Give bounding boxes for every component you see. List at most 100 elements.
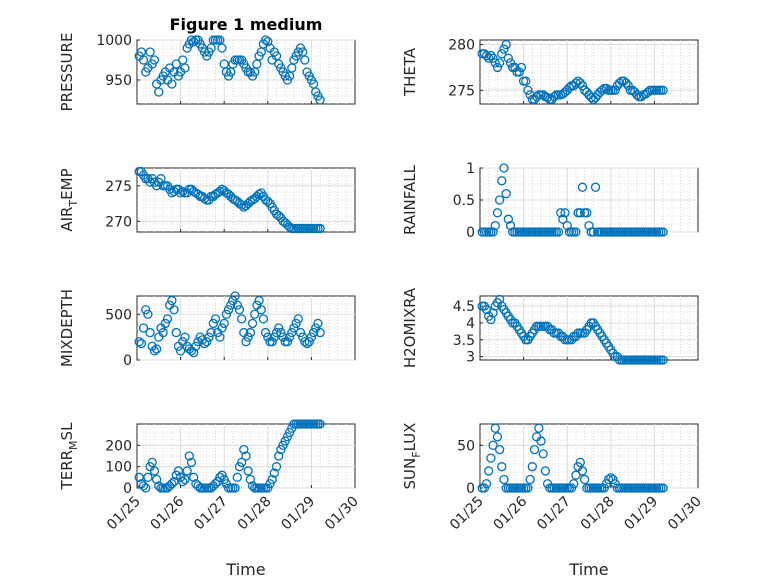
data-point	[313, 318, 323, 329]
data-point	[282, 337, 293, 347]
y-tick-label: 4.5	[453, 299, 475, 315]
data-point	[145, 47, 155, 57]
data-point	[138, 323, 149, 333]
y-tick-label: 500	[105, 307, 132, 323]
data-point	[284, 332, 295, 342]
data-point	[236, 457, 247, 468]
y-tick-label: 0	[123, 353, 132, 369]
data-point	[590, 182, 601, 192]
data-point	[147, 457, 157, 468]
data-point	[501, 39, 511, 50]
data-point	[582, 208, 592, 218]
y-tick-label: 3	[466, 350, 475, 366]
data-point	[499, 44, 509, 54]
data-point	[569, 479, 579, 489]
data-point	[247, 481, 258, 491]
data-point	[501, 188, 511, 199]
x-axis-label: Time	[568, 560, 608, 579]
data-point	[199, 193, 210, 204]
data-point	[603, 474, 614, 485]
data-point	[577, 182, 588, 192]
y-tick-label: 275	[448, 83, 475, 99]
data-point	[199, 338, 210, 349]
data-point	[180, 474, 190, 485]
data-point	[175, 188, 186, 198]
subplot-mixdepth: 0 500 MIXDEPTH	[58, 289, 356, 369]
data-point	[271, 462, 282, 472]
y-tick-label: 1000	[96, 33, 132, 49]
data-point	[260, 35, 271, 45]
data-point	[532, 92, 542, 102]
y-axis-label: TERRMSL	[58, 422, 80, 491]
data-point	[167, 295, 177, 306]
x-tick-label: 01/28	[578, 494, 618, 534]
data-point	[263, 36, 273, 47]
data-point	[490, 423, 500, 433]
data-point	[481, 479, 492, 489]
data-point	[553, 227, 564, 237]
data-point	[158, 327, 168, 338]
data-point	[230, 483, 240, 493]
data-point	[575, 208, 585, 218]
data-point	[210, 479, 221, 489]
y-axis-label: MIXDEPTH	[58, 289, 76, 367]
data-point	[536, 436, 546, 446]
data-point	[269, 468, 279, 478]
x-tick-label: 01/29	[278, 494, 318, 534]
data-point	[271, 327, 282, 338]
data-point	[221, 309, 232, 319]
data-point	[494, 58, 505, 68]
data-point	[258, 314, 269, 324]
data-point	[302, 338, 312, 349]
data-point	[143, 309, 153, 319]
data-point	[523, 85, 533, 95]
x-tick-label: 01/30	[665, 494, 705, 534]
y-tick-label: 50	[457, 438, 475, 454]
y-tick-label: 3.5	[453, 333, 475, 349]
data-point	[162, 314, 173, 324]
y-tick-label: 280	[448, 38, 475, 54]
data-point	[154, 87, 164, 97]
y-tick-label: 200	[105, 438, 132, 454]
data-point	[497, 49, 507, 59]
x-tick-label: 01/25	[104, 494, 144, 534]
x-tick-label: 01/27	[191, 494, 231, 534]
y-axis-label: THETA	[401, 47, 419, 97]
x-tick-label: 01/26	[148, 493, 188, 533]
series-terr-msl	[134, 419, 325, 493]
data-point	[492, 62, 503, 73]
data-point	[606, 473, 616, 483]
data-point	[284, 222, 295, 232]
data-point	[151, 344, 162, 354]
data-point	[136, 338, 147, 349]
data-point	[486, 453, 496, 463]
data-point	[497, 462, 507, 472]
data-point	[254, 295, 264, 306]
data-point	[202, 337, 212, 347]
data-point	[193, 189, 203, 199]
series-sun-flux	[477, 423, 668, 493]
series-air-temp	[134, 166, 325, 234]
data-point	[658, 85, 668, 95]
data-point	[169, 305, 179, 315]
figure-title: Figure 1 medium	[170, 15, 323, 34]
data-point	[250, 309, 260, 319]
data-point	[505, 220, 516, 231]
y-axis-label: PRESSURE	[58, 33, 76, 112]
data-point	[210, 314, 221, 324]
subplot-sun-flux: 0 50 01/25 01/26 01/27 01/28 01/29 01/30 Time SUN…	[401, 423, 705, 579]
subplot-pressure: 950 1000 PRESSURE	[58, 33, 356, 112]
data-point	[241, 337, 251, 347]
data-point	[486, 314, 496, 325]
subplot-h2omixra: 33.544.5 H2OMIXRA	[401, 287, 699, 368]
data-point	[223, 305, 234, 315]
data-point	[239, 444, 249, 455]
data-point	[195, 332, 205, 342]
data-point	[154, 481, 164, 491]
data-point	[527, 462, 537, 472]
data-point	[267, 474, 277, 485]
data-point	[274, 323, 284, 333]
x-tick-label: 01/29	[621, 494, 661, 534]
data-point	[560, 208, 570, 218]
